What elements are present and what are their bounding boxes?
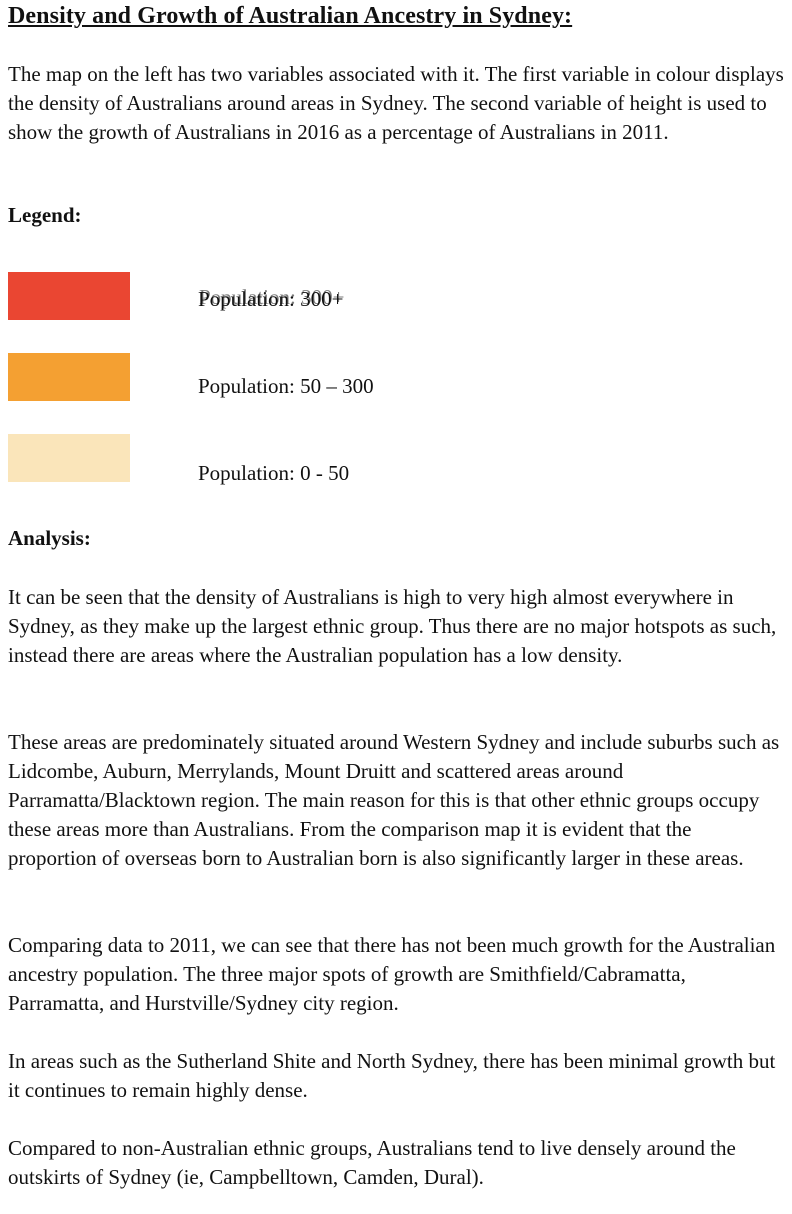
- legend-label-overlap: Population: 300+: [199, 285, 345, 309]
- intro-paragraph: The map on the left has two variables as…: [8, 62, 784, 144]
- analysis-paragraph-2: These areas are predominately situated a…: [8, 730, 780, 870]
- legend-swatch-medium: [8, 353, 130, 401]
- analysis-paragraph-3: Comparing data to 2011, we can see that …: [8, 933, 776, 1015]
- analysis-paragraph-5: Compared to non-Australian ethnic groups…: [8, 1136, 736, 1189]
- document-title: Density and Growth of Australian Ancestr…: [8, 3, 573, 29]
- analysis-paragraph-1: It can be seen that the density of Austr…: [8, 585, 777, 667]
- legend-swatch-high: [8, 272, 130, 320]
- legend-heading: Legend:: [8, 203, 82, 227]
- legend-swatch-low: [8, 434, 130, 482]
- analysis-paragraph-4: In areas such as the Sutherland Shite an…: [8, 1049, 776, 1102]
- legend-label-medium: Population: 50 – 300: [198, 374, 374, 398]
- legend-label-high: Population: 300+: [198, 287, 344, 311]
- legend-label-low: Population: 0 - 50: [198, 461, 350, 485]
- analysis-heading: Analysis:: [8, 526, 91, 550]
